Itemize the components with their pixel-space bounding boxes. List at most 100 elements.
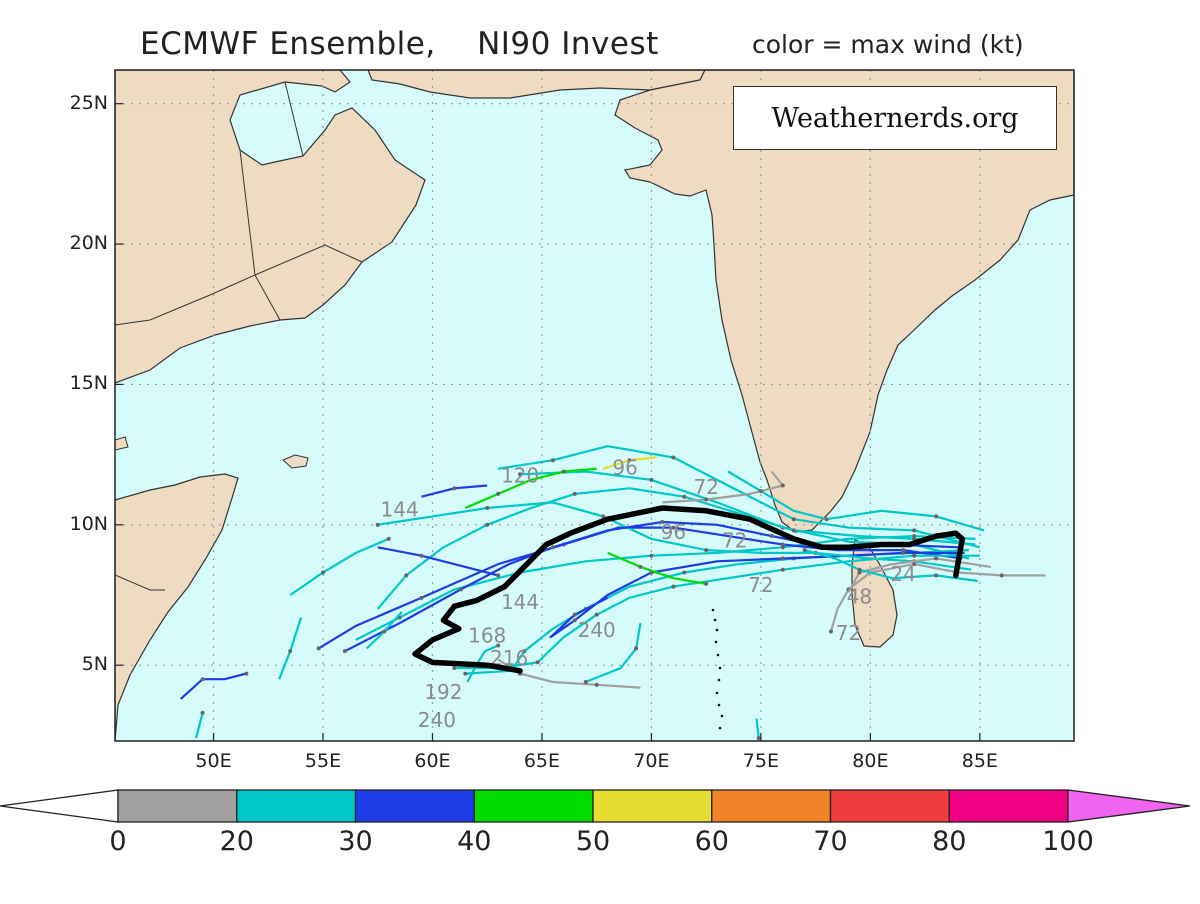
- track-point: [780, 542, 785, 547]
- colorbar-bin: [711, 789, 832, 823]
- ensemble-member-track: [498, 445, 981, 549]
- track-point: [572, 618, 577, 623]
- plot-subtitle: color = max wind (kt): [752, 30, 1024, 59]
- track-point: [496, 491, 501, 496]
- lon-tick-label: 75E: [742, 750, 779, 772]
- lon-tick-label: 65E: [523, 750, 561, 772]
- lon-tick-label: 55E: [304, 750, 342, 772]
- land-africa: [115, 473, 239, 741]
- track-point: [288, 649, 293, 654]
- track-point: [704, 548, 709, 553]
- track-point: [769, 534, 774, 539]
- ensemble-member-track: [466, 644, 499, 683]
- track-point: [671, 455, 676, 460]
- track-point: [452, 486, 457, 491]
- track-point: [601, 514, 606, 519]
- ensemble-member-track: [318, 526, 963, 650]
- track-point: [485, 522, 490, 527]
- lat-tick-label: 20N: [69, 232, 108, 255]
- ensemble-member-track: [194, 712, 204, 739]
- lat-tick-label: 25N: [69, 91, 108, 114]
- track-point: [496, 573, 501, 578]
- track-point: [485, 505, 490, 510]
- track-point: [594, 682, 599, 687]
- track-point: [802, 548, 807, 553]
- track-point: [780, 567, 785, 572]
- ensemble-tracks: [179, 445, 1046, 741]
- track-point: [375, 522, 380, 527]
- track-point: [550, 545, 555, 550]
- track-point: [572, 491, 577, 496]
- track-point: [791, 528, 796, 533]
- track-point: [458, 587, 463, 592]
- colorbar-tick-label: 100: [1042, 826, 1094, 857]
- colorbar-low-arrow: [0, 789, 119, 823]
- ensemble-member-track: [607, 551, 707, 585]
- track-point: [999, 573, 1004, 578]
- track-point: [583, 680, 588, 685]
- ensemble-member-track: [464, 467, 597, 510]
- track-point: [704, 581, 709, 586]
- track-point: [649, 477, 654, 482]
- ensemble-member-track: [585, 622, 642, 684]
- track-point: [572, 612, 577, 617]
- forecast-hour-label: 72: [693, 475, 718, 499]
- land-srilanka: [851, 539, 898, 648]
- colorbar-tick-label: 0: [109, 826, 127, 857]
- track-point: [912, 553, 917, 558]
- ensemble-member-track: [829, 562, 1046, 632]
- track-point: [594, 612, 599, 617]
- borders: [115, 81, 363, 591]
- land-layer: [115, 70, 1074, 741]
- track-point: [522, 649, 527, 654]
- land-socotra: [282, 454, 309, 469]
- ensemble-member-track: [662, 470, 784, 504]
- colorbar-tick-label: 60: [694, 826, 729, 857]
- forecast-hour-label: 240: [418, 708, 456, 732]
- track-point: [934, 573, 939, 578]
- track-point: [901, 550, 906, 555]
- track-point: [934, 514, 939, 519]
- land-africa-cape: [115, 436, 129, 451]
- colorbar-tick-label: 40: [457, 826, 492, 857]
- colorbar-bin: [236, 789, 357, 823]
- forecast-hour-label: 48: [847, 584, 872, 608]
- track-point: [758, 489, 763, 494]
- forecast-hour-label: 240: [578, 618, 616, 642]
- track-point: [550, 458, 555, 463]
- colorbar-tick-label: 20: [219, 826, 254, 857]
- plot-frame: [114, 69, 1075, 742]
- track-point: [316, 646, 321, 651]
- track-point: [535, 660, 540, 665]
- track-point: [244, 671, 249, 676]
- track-point: [463, 671, 468, 676]
- lon-tick-label: 70E: [633, 750, 670, 772]
- track-point: [671, 584, 676, 589]
- track-point: [200, 710, 205, 715]
- colorbar-tick-label: 30: [338, 826, 373, 857]
- lon-tick-label: 60E: [414, 750, 451, 772]
- colorbar-bin: [592, 789, 713, 823]
- track-point: [496, 643, 501, 648]
- colorbar-bin: [948, 789, 1069, 823]
- track-point: [824, 517, 829, 522]
- ensemble-member-track: [804, 549, 978, 583]
- forecast-hour-label: 96: [612, 455, 637, 479]
- plot-title: ECMWF Ensemble, NI90 Invest: [140, 26, 659, 62]
- track-point: [627, 458, 632, 463]
- ensemble-member-track: [289, 537, 390, 596]
- track-point: [419, 553, 424, 558]
- track-point: [634, 646, 639, 651]
- forecast-hour-label: 72: [836, 621, 861, 645]
- forecast-hour-label: 192: [424, 680, 462, 704]
- forecast-hour-label: 72: [722, 528, 747, 552]
- lon-tick-label: 50E: [195, 750, 232, 772]
- forecast-hour-label: 72: [748, 573, 773, 597]
- track-point: [756, 736, 761, 741]
- forecast-hour-label: 168: [468, 624, 506, 648]
- track-point: [386, 536, 391, 541]
- track-point: [200, 677, 205, 682]
- track-point: [912, 536, 917, 541]
